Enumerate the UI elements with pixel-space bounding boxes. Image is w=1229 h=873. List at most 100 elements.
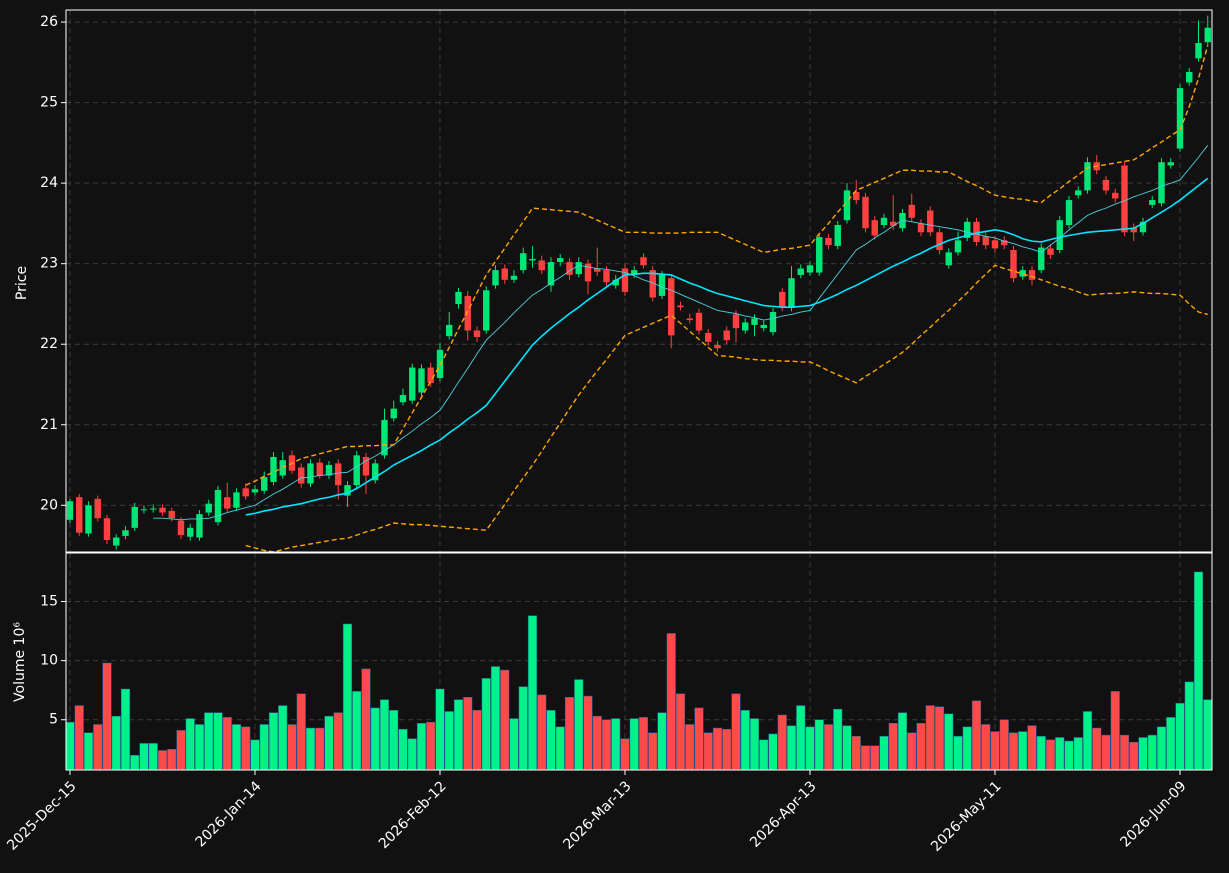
candle-body bbox=[381, 419, 388, 456]
volume-bar bbox=[1119, 734, 1130, 771]
candle-body bbox=[547, 262, 555, 286]
volume-bar bbox=[666, 633, 676, 771]
candle-body bbox=[806, 265, 814, 273]
volume-bar bbox=[102, 662, 112, 771]
volume-bar bbox=[1147, 734, 1157, 771]
candle-body bbox=[122, 530, 129, 536]
candle-body bbox=[1001, 240, 1008, 246]
candle-body bbox=[362, 456, 370, 476]
volume-bar bbox=[352, 691, 362, 771]
candle-body bbox=[455, 291, 462, 304]
candle-body bbox=[344, 485, 351, 496]
candle-body bbox=[797, 268, 804, 275]
price-axis-label: Price bbox=[14, 266, 30, 300]
volume-axis-label: Volume 10⁶ bbox=[12, 622, 28, 702]
candle-body bbox=[131, 506, 138, 528]
y-tick-label: 25 bbox=[40, 95, 58, 111]
candle-body bbox=[603, 270, 610, 283]
candle-body bbox=[242, 488, 249, 497]
price-panel-frame bbox=[65, 9, 1213, 553]
volume-bar bbox=[1045, 739, 1056, 771]
volume-bar bbox=[870, 745, 880, 771]
volume-bar bbox=[157, 750, 168, 771]
candle-body bbox=[501, 268, 508, 280]
candle-body bbox=[94, 498, 101, 519]
volume-bar bbox=[83, 732, 94, 771]
volume-bar bbox=[1036, 736, 1046, 771]
volume-bar bbox=[481, 678, 491, 771]
volume-bar bbox=[685, 724, 695, 771]
candle-body bbox=[159, 507, 166, 513]
volume-bar bbox=[296, 693, 306, 771]
candle-body bbox=[908, 204, 915, 218]
candle-body bbox=[298, 467, 305, 484]
volume-bar bbox=[786, 725, 797, 771]
volume-bar bbox=[111, 715, 121, 771]
candle-body bbox=[103, 518, 111, 540]
volume-bar bbox=[1027, 725, 1037, 771]
candle-body bbox=[917, 223, 925, 233]
y-tick-label: 26 bbox=[40, 14, 58, 30]
candle-body bbox=[251, 489, 259, 493]
candle-body bbox=[640, 257, 647, 266]
overlay-line bbox=[245, 264, 1208, 552]
volume-bar bbox=[574, 679, 584, 771]
volume-bar bbox=[999, 719, 1009, 771]
candle-body bbox=[66, 501, 74, 520]
candle-body bbox=[177, 520, 185, 536]
candle-body bbox=[510, 275, 518, 280]
volume-bar bbox=[315, 727, 325, 771]
candle-body bbox=[187, 527, 194, 537]
volume-bar bbox=[1203, 699, 1213, 771]
volume-bar bbox=[694, 707, 704, 771]
candle-body bbox=[520, 253, 527, 271]
candle-body bbox=[1065, 200, 1073, 226]
candle-body bbox=[594, 268, 601, 272]
candle-body bbox=[85, 505, 92, 534]
candle-body bbox=[233, 492, 240, 508]
overlay-line bbox=[245, 45, 1209, 486]
candle-body bbox=[779, 291, 786, 308]
candle-body bbox=[658, 274, 666, 296]
candle-body bbox=[446, 324, 453, 337]
y-tick-label: 10 bbox=[40, 653, 58, 669]
volume-bar bbox=[759, 739, 769, 771]
volume-bar bbox=[1092, 727, 1102, 771]
candle-body bbox=[880, 217, 888, 226]
volume-bar bbox=[897, 712, 908, 771]
y-tick-label: 5 bbox=[49, 712, 58, 728]
volume-bar bbox=[555, 726, 565, 771]
volume-bar bbox=[731, 693, 741, 771]
candle-body bbox=[853, 192, 860, 201]
volume-bar bbox=[148, 743, 158, 771]
candle-body bbox=[964, 221, 971, 238]
candle-body bbox=[224, 497, 231, 509]
candle-body bbox=[1028, 270, 1036, 280]
candle-body bbox=[825, 237, 832, 246]
volume-bar bbox=[583, 695, 593, 771]
candle-body bbox=[584, 263, 592, 282]
candle-body bbox=[1038, 247, 1045, 271]
candle-body bbox=[140, 509, 148, 511]
volume-bar bbox=[324, 715, 334, 771]
volume-bar bbox=[888, 723, 898, 771]
volume-bar bbox=[833, 708, 843, 771]
candle-body bbox=[483, 290, 490, 331]
candle-body bbox=[843, 190, 851, 221]
volume-bar bbox=[435, 688, 445, 771]
candle-body bbox=[1102, 179, 1110, 191]
candle-body bbox=[862, 196, 869, 229]
overlay-line bbox=[153, 145, 1209, 521]
volume-bar bbox=[379, 699, 390, 771]
volume-bar bbox=[620, 738, 630, 771]
candle-body bbox=[464, 295, 471, 331]
volume-bar bbox=[167, 749, 177, 771]
candle-body bbox=[1019, 270, 1026, 277]
volume-bar bbox=[638, 717, 649, 771]
volume-bar bbox=[407, 738, 417, 771]
candle-body bbox=[409, 367, 416, 401]
candle-body bbox=[760, 324, 767, 329]
overlay-line bbox=[245, 177, 1209, 516]
volume-bar bbox=[546, 710, 556, 771]
